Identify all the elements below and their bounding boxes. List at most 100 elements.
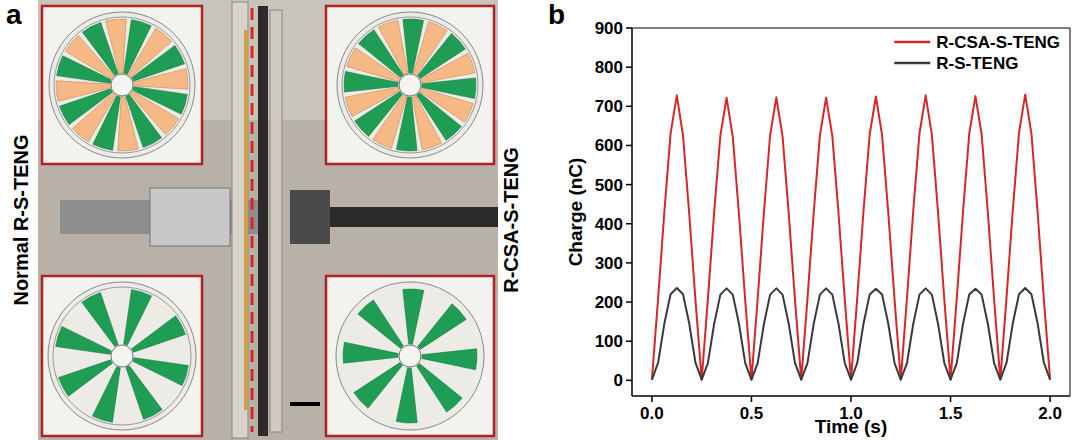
legend: R-CSA-S-TENG R-S-TENG: [894, 33, 1060, 73]
disk-hub: [111, 74, 133, 96]
green-sector: [358, 300, 404, 349]
tick-label: 900: [595, 19, 623, 38]
disk-hub: [399, 74, 421, 96]
tick-label: 200: [595, 293, 623, 312]
green-sector: [344, 71, 398, 92]
green-sector: [132, 316, 186, 352]
inset-frame: [326, 6, 494, 164]
plot-lines: [652, 95, 1050, 380]
bearing: [290, 190, 330, 244]
electrode-edge: [244, 30, 248, 410]
tick: [626, 145, 632, 147]
green-sector: [343, 342, 398, 363]
tick-label: 400: [595, 215, 623, 234]
series-line: [652, 288, 1050, 380]
green-sector: [132, 45, 185, 81]
disk-hub: [111, 345, 133, 367]
disk-ring: [54, 17, 190, 153]
legend-swatch: [894, 62, 930, 65]
tick-label: 0.0: [640, 404, 664, 423]
green-sector: [418, 34, 466, 79]
green-sector: [355, 92, 403, 137]
green-sector: [422, 349, 477, 370]
tick-label: 1.5: [939, 404, 963, 423]
disk-outline: [337, 12, 483, 158]
disk-ring: [342, 17, 478, 153]
green-sector: [59, 360, 113, 396]
disk-rotor: [232, 2, 248, 438]
tick-label: 0: [614, 371, 623, 390]
tick: [626, 380, 632, 382]
tick: [626, 262, 632, 264]
green-sector: [359, 30, 404, 78]
tick: [950, 396, 952, 402]
disk-back: [270, 10, 282, 432]
green-sector: [396, 97, 417, 151]
coupling: [150, 188, 230, 246]
tick-label: 300: [595, 254, 623, 273]
green-sector: [126, 95, 162, 148]
green-sector: [82, 293, 118, 347]
inset: [42, 6, 202, 164]
tick: [626, 301, 632, 303]
inset: [326, 6, 494, 164]
disk-outline: [336, 282, 484, 430]
tick: [626, 66, 632, 68]
legend-swatch: [894, 41, 930, 44]
frame-top: [632, 28, 1070, 29]
x-axis: [632, 395, 1070, 397]
disk-outline: [49, 12, 195, 158]
green-sector: [403, 289, 424, 344]
tick-label: 800: [595, 58, 623, 77]
tick: [850, 396, 852, 402]
tick-label: 2.0: [1038, 404, 1062, 423]
legend-label: R-S-TENG: [936, 54, 1018, 73]
tick: [626, 184, 632, 186]
tick-label: 100: [595, 332, 623, 351]
inset: [326, 276, 494, 436]
tick: [626, 106, 632, 108]
green-sector: [417, 364, 463, 413]
tick: [651, 396, 653, 402]
panel-letter: a: [6, 0, 22, 30]
tick-label: 700: [595, 97, 623, 116]
side-label: R-CSA-S-TENG: [500, 147, 522, 293]
axis-title: Time (s): [815, 416, 888, 437]
scale-bar: [290, 402, 320, 406]
tick-label: 600: [595, 136, 623, 155]
legend-label: R-CSA-S-TENG: [936, 33, 1060, 52]
side-label: Normal R-S-TENG: [10, 134, 32, 305]
series-line: [652, 95, 1050, 380]
green-sector: [60, 89, 113, 125]
green-sector: [396, 368, 417, 423]
axis-title: Charge (nC): [565, 158, 586, 267]
green-sector: [417, 93, 462, 141]
green-sector: [354, 363, 403, 409]
y-axis: [631, 28, 633, 396]
inset-frame: [42, 276, 202, 436]
panel-b: b01002003004005006007008009000.00.51.01.…: [548, 0, 1070, 437]
photo-background: [38, 0, 498, 440]
green-sector: [82, 23, 118, 76]
divider-line: [251, 8, 254, 432]
inset-frame: [326, 276, 494, 436]
tick: [626, 340, 632, 342]
disk-outline: [48, 282, 196, 430]
tick-label: 500: [595, 176, 623, 195]
panel-a: [38, 0, 498, 440]
disk-hub: [399, 345, 421, 367]
tick: [751, 396, 753, 402]
tick: [1049, 396, 1051, 402]
inset-frame: [42, 6, 202, 164]
green-sector: [418, 304, 467, 350]
panel-letter: b: [548, 0, 565, 30]
frame-right: [1070, 28, 1071, 396]
tick-label: 0.5: [740, 404, 764, 423]
disk-stator: [258, 6, 268, 436]
tick: [626, 27, 632, 29]
green-sector: [126, 366, 162, 420]
disk-ring: [53, 287, 191, 425]
inset: [42, 276, 202, 436]
tick: [626, 223, 632, 225]
green-sector: [403, 19, 424, 73]
